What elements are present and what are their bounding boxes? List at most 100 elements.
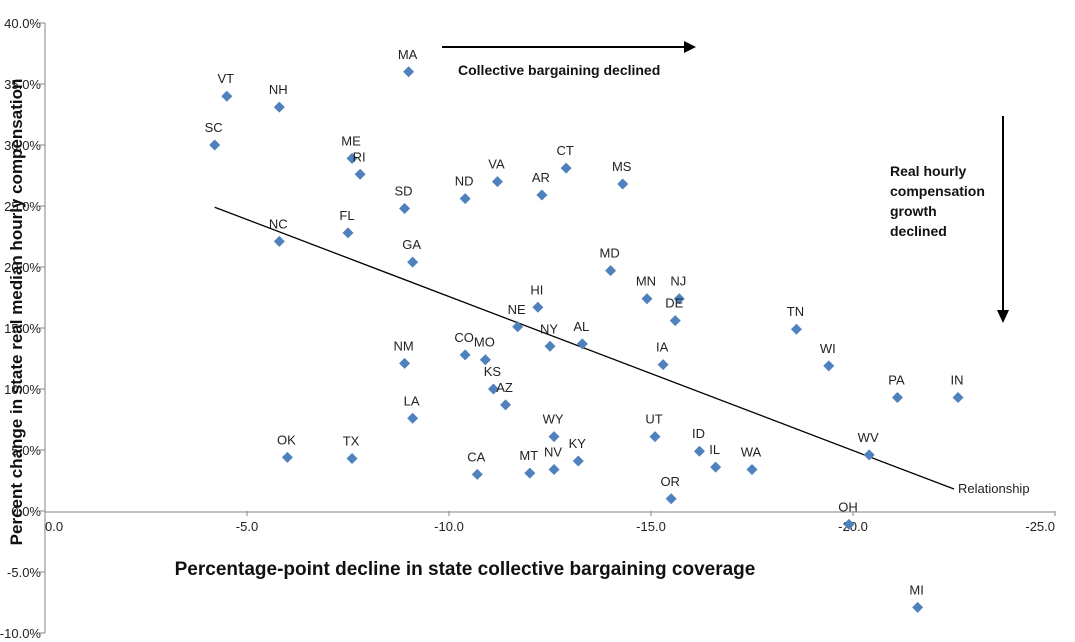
diamond-marker [346, 453, 358, 465]
trend-line-label: Relationship [958, 481, 1030, 496]
data-point-ct: CT [556, 143, 574, 174]
point-label: NY [540, 321, 558, 336]
diamond-marker [641, 293, 653, 305]
point-label: NE [508, 302, 526, 317]
trend-line [214, 206, 955, 490]
data-point-co: CO [454, 330, 474, 361]
point-label: KS [484, 364, 502, 379]
data-point-md: MD [599, 246, 620, 277]
diamond-marker [572, 455, 584, 467]
point-label: OH [838, 499, 858, 514]
diamond-marker [512, 321, 524, 333]
y-tick-label: 0.0% [11, 504, 41, 519]
data-point-la: LA [404, 393, 420, 424]
data-point-mo: MO [474, 335, 495, 366]
diamond-marker [281, 451, 293, 463]
point-label: PA [888, 373, 905, 388]
x-tick-labels: 0.0 -5.0 -10.0 -15.0 -20.0 -25.0 [44, 511, 1056, 534]
data-point-wi: WI [820, 341, 836, 372]
point-label: NH [269, 82, 288, 97]
diamond-marker [823, 360, 835, 372]
point-label: MI [909, 582, 923, 597]
point-label: MO [474, 335, 495, 350]
arrow-down-text-line-4: declined [890, 223, 947, 239]
diamond-marker [657, 359, 669, 371]
arrow-right-text: Collective bargaining declined [458, 62, 660, 78]
data-point-ok: OK [277, 432, 296, 463]
diamond-marker [863, 449, 875, 461]
x-tick-label: -10.0 [434, 519, 464, 534]
diamond-marker [273, 101, 285, 113]
point-label: RI [353, 149, 366, 164]
point-label: GA [402, 237, 421, 252]
point-label: MS [612, 159, 632, 174]
data-point-ne: NE [508, 302, 526, 333]
diamond-marker [548, 431, 560, 443]
diamond-marker [560, 162, 572, 174]
diamond-marker [459, 349, 471, 361]
point-label: TN [787, 304, 804, 319]
diamond-marker [471, 468, 483, 480]
diamond-marker [710, 461, 722, 473]
arrow-down-text-line-2: compensation [890, 183, 985, 199]
point-label: AZ [496, 380, 513, 395]
point-label: ME [341, 133, 361, 148]
point-label: LA [404, 393, 420, 408]
data-point-sd: SD [395, 183, 413, 214]
y-tick-label: 15.0% [4, 321, 41, 336]
diamond-marker [790, 323, 802, 335]
y-tick-label: 35.0% [4, 77, 41, 92]
diamond-marker [407, 412, 419, 424]
point-label: WV [858, 430, 879, 445]
diamond-marker [487, 383, 499, 395]
data-point-nm: NM [393, 338, 414, 369]
point-label: VT [217, 71, 234, 86]
point-label: NM [393, 338, 413, 353]
point-label: IA [656, 340, 669, 355]
point-label: VA [488, 157, 505, 172]
diamond-marker [491, 176, 503, 188]
data-point-de: DE [665, 296, 684, 327]
y-tick-label: -5.0% [7, 565, 41, 580]
point-label: CA [467, 449, 485, 464]
data-point-ma: MA [398, 47, 418, 78]
diamond-marker [399, 202, 411, 214]
diamond-marker [891, 392, 903, 404]
data-point-mn: MN [636, 274, 656, 305]
point-label: MA [398, 47, 418, 62]
data-point-oh: OH [838, 499, 858, 530]
point-label: AL [573, 319, 589, 334]
data-point-az: AZ [496, 380, 513, 411]
data-point-pa: PA [888, 373, 905, 404]
diamond-marker [746, 464, 758, 476]
point-label: DE [665, 296, 683, 311]
data-point-nd: ND [455, 174, 474, 205]
data-point-nc: NC [269, 216, 288, 247]
point-label: SD [395, 183, 413, 198]
y-tick-label: 5.0% [11, 443, 41, 458]
diamond-marker [617, 178, 629, 190]
data-point-nv: NV [544, 445, 562, 476]
data-point-wa: WA [741, 445, 762, 476]
data-point-ga: GA [402, 237, 421, 268]
x-tick-label: 0.0 [45, 519, 63, 534]
y-tick-label: 20.0% [4, 260, 41, 275]
arrow-right-annotation: Collective bargaining declined [442, 41, 696, 78]
data-point-mi: MI [909, 582, 924, 613]
data-point-al: AL [573, 319, 589, 350]
diamond-marker [524, 467, 536, 479]
x-tick-label: -20.0 [838, 519, 868, 534]
point-label: CO [454, 330, 474, 345]
y-axis-title: Percent change in state real median hour… [7, 79, 26, 546]
diamond-marker [544, 340, 556, 352]
data-point-ks: KS [484, 364, 502, 395]
diamond-marker [843, 518, 855, 530]
diamond-marker [403, 66, 415, 78]
x-tick-label: -25.0 [1025, 519, 1055, 534]
y-tick-label: 30.0% [4, 138, 41, 153]
data-point-nj: NJ [670, 274, 686, 305]
y-tick-label: -10.0% [0, 626, 41, 641]
data-point-tn: TN [787, 304, 804, 335]
